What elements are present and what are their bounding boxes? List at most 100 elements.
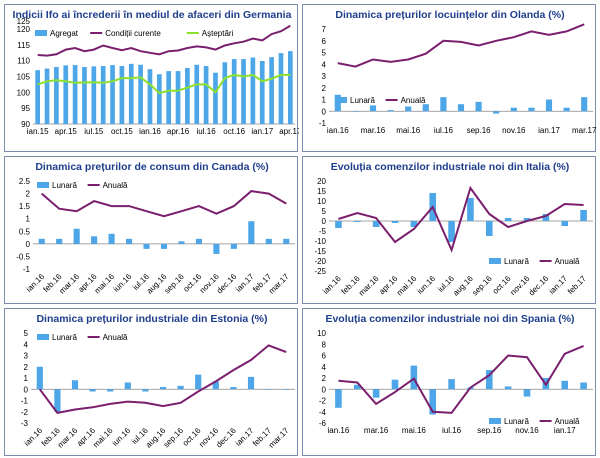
y-tick-label: -0.5 (16, 252, 30, 261)
x-tick-label: ian.17 (538, 126, 560, 135)
x-tick-label: dec.16 (214, 426, 238, 450)
x-tick-label: sep.16 (477, 426, 502, 435)
data-bar (504, 386, 512, 390)
data-bar (493, 111, 500, 114)
data-bar (38, 238, 45, 244)
data-bar (231, 59, 237, 125)
data-bar (91, 66, 97, 124)
x-tick-label: mar.17 (267, 272, 291, 296)
data-bar (63, 65, 69, 124)
y-tick-label: 1 (26, 215, 31, 224)
data-bar (510, 107, 517, 112)
legend-label: Lunară (52, 333, 77, 342)
x-tick-label: mai.16 (93, 272, 117, 296)
y-tick-label: 2 (26, 190, 31, 199)
data-bar (203, 66, 209, 124)
x-tick-label: mar.16 (357, 274, 381, 298)
data-bar (485, 221, 493, 236)
x-tick-label: apr.17 (279, 127, 299, 136)
x-tick-label: sep.16 (470, 274, 494, 298)
data-bar (561, 380, 569, 390)
y-tick-label: 2 (24, 363, 29, 372)
y-tick-label: 0 (26, 240, 31, 249)
y-tick-label: 0 (322, 217, 327, 226)
y-tick-label: -15 (314, 247, 326, 256)
data-bar (448, 221, 455, 242)
data-bar (156, 74, 162, 124)
y-tick-label: 1 (322, 96, 327, 105)
data-bar (283, 238, 290, 244)
data-bar (73, 228, 80, 244)
y-tick-label: 6 (322, 352, 327, 361)
data-bar (352, 111, 359, 112)
x-tick-label: mar.17 (267, 426, 291, 450)
data-bar (563, 107, 570, 112)
data-bar (54, 389, 61, 412)
y-tick-label: 115 (17, 41, 30, 50)
data-bar (561, 221, 569, 226)
data-bar (580, 210, 587, 221)
x-tick-label: sep.16 (163, 272, 187, 296)
x-tick-label: sep.16 (467, 126, 492, 135)
y-tick-label: -6 (319, 419, 327, 428)
x-tick-label: ian.17 (547, 274, 569, 296)
data-bar (247, 376, 255, 390)
data-bar (212, 381, 219, 390)
data-bar (523, 218, 531, 221)
y-tick-label: 2 (322, 84, 327, 93)
x-tick-label: iun.16 (110, 426, 132, 448)
x-tick-label: mar.16 (57, 272, 81, 296)
x-tick-label: ian.16 (139, 127, 161, 136)
data-bar (287, 51, 293, 124)
data-bar (147, 69, 153, 124)
legend-swatch (37, 182, 49, 188)
x-tick-label: iul.16 (442, 426, 462, 435)
y-tick-label: 0 (24, 385, 29, 394)
x-tick-label: sep.16 (162, 426, 186, 450)
data-bar (56, 238, 63, 244)
data-bar (248, 221, 255, 244)
data-bar (475, 101, 482, 112)
x-tick-label: mar.17 (572, 126, 597, 135)
data-bar (91, 236, 98, 244)
data-bar (159, 387, 167, 390)
chart-italy-industrial-orders: Evoluția comenzilor industriale noi din … (314, 161, 593, 298)
data-bar (108, 233, 115, 244)
legend-label: Condiții curente (105, 29, 161, 38)
data-bar (82, 67, 87, 124)
legend-label: Lunară (504, 417, 529, 426)
y-tick-label: 2 (322, 374, 327, 383)
data-bar (178, 241, 185, 244)
data-bar (250, 57, 256, 124)
y-tick-label: 4 (24, 340, 29, 349)
legend-swatch (335, 97, 347, 103)
chart-title: Evoluția comenzilor industriale noi din … (331, 161, 570, 173)
data-bar (405, 106, 412, 112)
data-bar (124, 382, 131, 390)
data-bar (128, 63, 134, 124)
y-tick-label: 8 (322, 340, 327, 349)
data-bar (142, 389, 149, 392)
y-tick-label: 95 (21, 104, 30, 113)
y-tick-label: -5 (319, 227, 327, 236)
legend-label: Anuală (401, 96, 426, 105)
data-bar (457, 104, 465, 112)
x-tick-label: iul.16 (434, 126, 454, 135)
y-tick-label: 3 (24, 352, 29, 361)
data-bar (107, 389, 114, 392)
data-bar (369, 105, 377, 112)
x-tick-label: dec.16 (215, 272, 239, 296)
y-tick-label: -1 (319, 119, 327, 128)
x-tick-label: mar.16 (361, 126, 386, 135)
legend-label: Așteptări (202, 29, 234, 38)
legend-label: Anuală (555, 257, 580, 266)
data-bar (185, 67, 190, 124)
data-bar (213, 243, 220, 254)
x-tick-label: ian.15 (27, 127, 49, 136)
legend-swatch (489, 258, 501, 264)
chart-germany-ifo: Indicii Ifo ai încrederii în mediul de a… (13, 9, 299, 136)
y-tick-label: 105 (17, 73, 31, 82)
y-tick-label: 120 (17, 25, 31, 34)
y-tick-label: 1 (24, 374, 29, 383)
data-bar (335, 221, 342, 228)
